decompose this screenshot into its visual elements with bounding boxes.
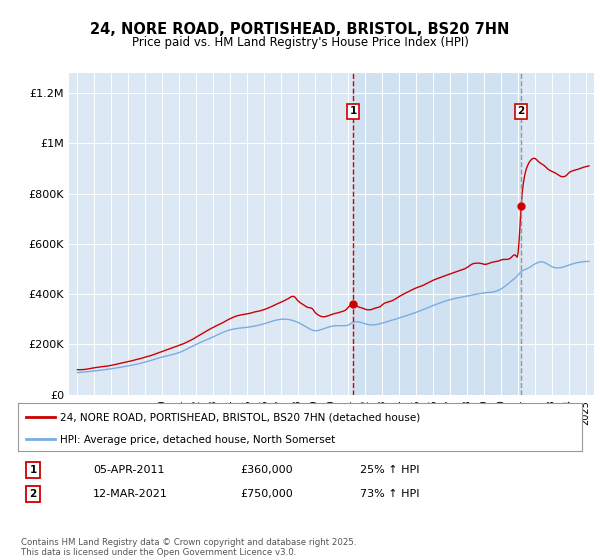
Text: 12-MAR-2021: 12-MAR-2021	[93, 489, 168, 499]
Text: 1: 1	[349, 106, 356, 116]
Text: HPI: Average price, detached house, North Somerset: HPI: Average price, detached house, Nort…	[60, 435, 335, 445]
Text: Contains HM Land Registry data © Crown copyright and database right 2025.
This d: Contains HM Land Registry data © Crown c…	[21, 538, 356, 557]
Bar	[353, 73, 521, 395]
Text: 24, NORE ROAD, PORTISHEAD, BRISTOL, BS20 7HN (detached house): 24, NORE ROAD, PORTISHEAD, BRISTOL, BS20…	[60, 413, 421, 422]
Text: Price paid vs. HM Land Registry's House Price Index (HPI): Price paid vs. HM Land Registry's House …	[131, 36, 469, 49]
Text: 2: 2	[29, 489, 37, 499]
Text: 05-APR-2011: 05-APR-2011	[93, 465, 164, 475]
Text: £750,000: £750,000	[240, 489, 293, 499]
Text: 25% ↑ HPI: 25% ↑ HPI	[360, 465, 419, 475]
Text: 1: 1	[29, 465, 37, 475]
Text: 2: 2	[518, 106, 525, 116]
Text: 73% ↑ HPI: 73% ↑ HPI	[360, 489, 419, 499]
Text: £360,000: £360,000	[240, 465, 293, 475]
Text: 24, NORE ROAD, PORTISHEAD, BRISTOL, BS20 7HN: 24, NORE ROAD, PORTISHEAD, BRISTOL, BS20…	[91, 22, 509, 38]
